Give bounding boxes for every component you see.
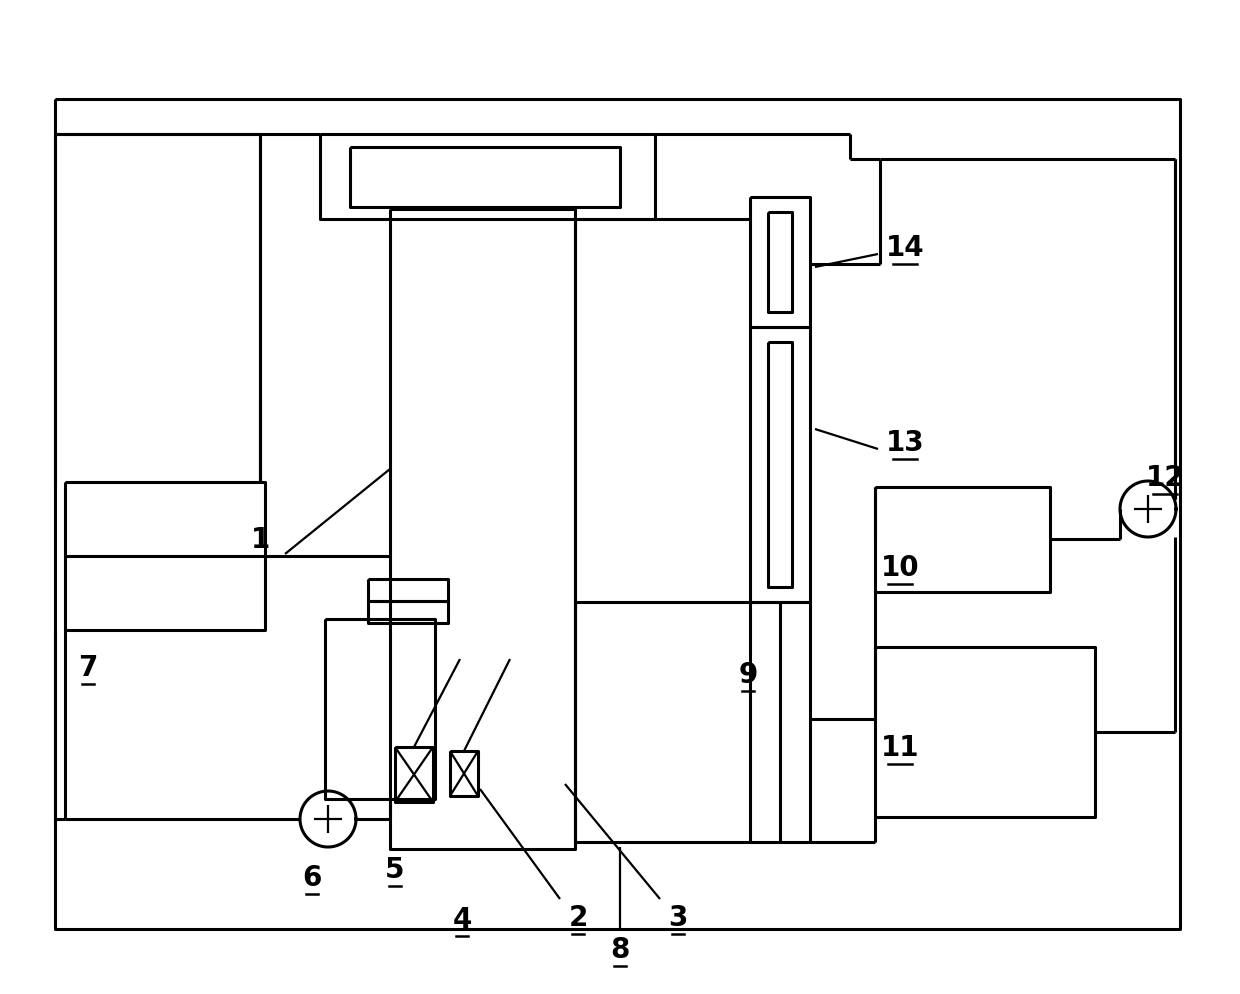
Text: 3: 3 bbox=[668, 904, 688, 931]
Text: 5: 5 bbox=[386, 855, 404, 883]
Text: 9: 9 bbox=[738, 660, 758, 688]
Text: 11: 11 bbox=[880, 734, 919, 761]
Text: 7: 7 bbox=[78, 653, 98, 681]
Text: 8: 8 bbox=[610, 935, 630, 963]
Text: 13: 13 bbox=[885, 428, 924, 456]
Text: 12: 12 bbox=[1146, 463, 1184, 491]
Text: 6: 6 bbox=[303, 863, 321, 891]
Text: 14: 14 bbox=[885, 234, 924, 261]
Text: 2: 2 bbox=[568, 904, 588, 931]
Text: 4: 4 bbox=[453, 906, 471, 933]
Text: 10: 10 bbox=[880, 554, 919, 581]
Text: 1: 1 bbox=[250, 526, 269, 554]
